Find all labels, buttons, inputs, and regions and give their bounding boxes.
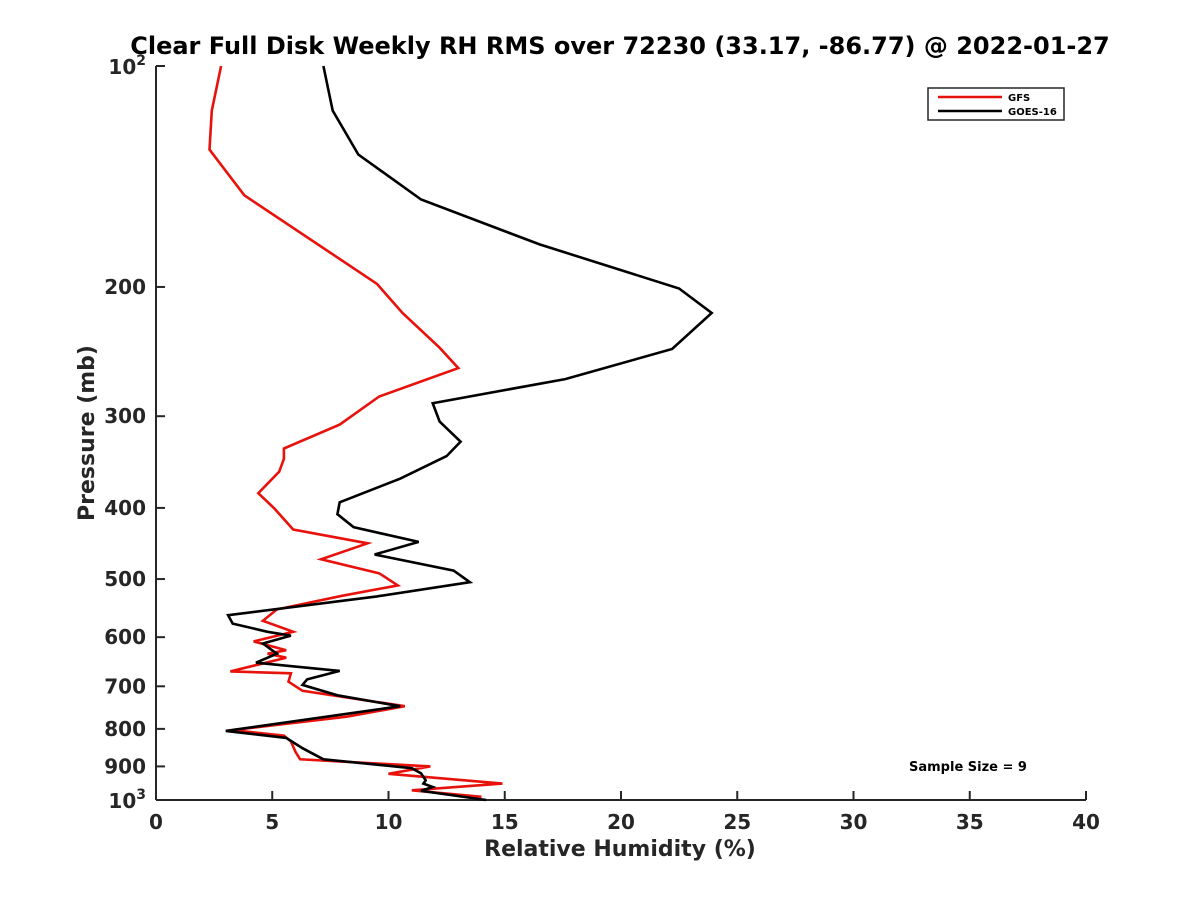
legend-box bbox=[927, 87, 1065, 121]
x-tick-label: 5 bbox=[265, 810, 279, 834]
y-tick-label-exponent: 2 bbox=[136, 53, 146, 69]
sample-size-annotation: Sample Size = 9 bbox=[909, 760, 1027, 775]
x-tick-label: 40 bbox=[1072, 810, 1100, 834]
y-tick-label: 200 bbox=[104, 275, 146, 299]
legend-label: GOES-16 bbox=[1008, 107, 1057, 118]
y-tick-label: 400 bbox=[104, 496, 146, 520]
series-line-goes-16 bbox=[225, 65, 714, 802]
y-tick-label: 300 bbox=[104, 404, 146, 428]
x-tick-label: 25 bbox=[723, 810, 751, 834]
plot-area bbox=[155, 66, 1086, 801]
y-tick-label: 900 bbox=[104, 754, 146, 778]
x-tick-label: 15 bbox=[491, 810, 519, 834]
chart-title: Clear Full Disk Weekly RH RMS over 72230… bbox=[130, 32, 1110, 60]
series-line-gfs bbox=[208, 65, 503, 799]
x-tick-label: 10 bbox=[375, 810, 403, 834]
series-layer bbox=[208, 65, 714, 802]
x-axis-ticks: 0 5 10 15 20 25 30 35 40 bbox=[149, 791, 1100, 834]
y-tick-label: 103 bbox=[108, 787, 146, 813]
legend: GFS GOES-16 bbox=[927, 87, 1065, 121]
x-tick-label: 20 bbox=[607, 810, 635, 834]
y-tick-label-base: 10 bbox=[108, 55, 136, 79]
y-axis-label: Pressure (mb) bbox=[75, 345, 100, 521]
x-tick-label: 0 bbox=[149, 810, 163, 834]
y-tick-label-base: 10 bbox=[108, 789, 136, 813]
y-tick-label-exponent: 3 bbox=[136, 787, 146, 803]
y-tick-label: 102 bbox=[108, 53, 146, 79]
legend-label: GFS bbox=[1008, 93, 1030, 104]
y-tick-label: 700 bbox=[104, 674, 146, 698]
y-tick-label: 600 bbox=[104, 625, 146, 649]
y-tick-label: 800 bbox=[104, 717, 146, 741]
y-tick-label: 500 bbox=[104, 567, 146, 591]
x-axis-label: Relative Humidity (%) bbox=[484, 837, 756, 862]
x-tick-label: 35 bbox=[956, 810, 984, 834]
x-tick-label: 30 bbox=[840, 810, 868, 834]
